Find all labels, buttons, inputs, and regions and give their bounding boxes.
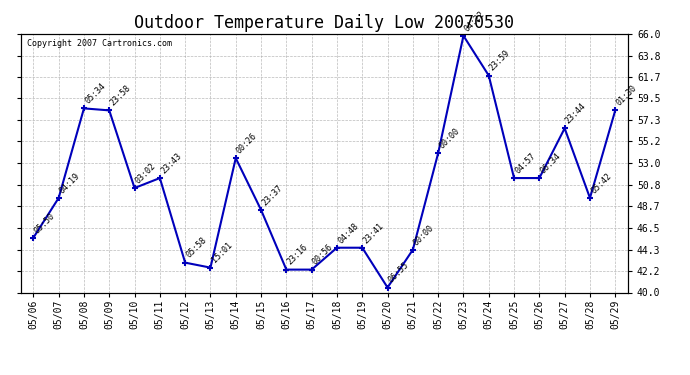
Text: 00:26: 00:26 (235, 131, 259, 155)
Text: 05:34: 05:34 (83, 82, 107, 106)
Text: 04:19: 04:19 (58, 171, 82, 195)
Text: 00:56: 00:56 (310, 243, 335, 267)
Text: 04:57: 04:57 (513, 151, 538, 175)
Text: 03:02: 03:02 (134, 161, 158, 185)
Text: Copyright 2007 Cartronics.com: Copyright 2007 Cartronics.com (27, 39, 172, 48)
Text: 06:34: 06:34 (538, 151, 562, 175)
Text: 15:01: 15:01 (210, 241, 234, 265)
Text: 00:00: 00:00 (437, 126, 462, 150)
Text: 23:58: 23:58 (108, 84, 132, 108)
Text: 05:42: 05:42 (589, 171, 613, 195)
Text: 04:22: 04:22 (462, 9, 486, 33)
Title: Outdoor Temperature Daily Low 20070530: Outdoor Temperature Daily Low 20070530 (135, 14, 514, 32)
Text: 23:16: 23:16 (286, 243, 310, 267)
Text: 05:58: 05:58 (184, 236, 208, 260)
Text: 23:43: 23:43 (159, 151, 183, 175)
Text: 23:59: 23:59 (488, 49, 512, 73)
Text: 04:48: 04:48 (336, 221, 360, 245)
Text: 00:00: 00:00 (412, 223, 436, 247)
Text: 05:50: 05:50 (32, 211, 57, 235)
Text: 23:41: 23:41 (362, 221, 386, 245)
Text: 23:44: 23:44 (564, 102, 588, 126)
Text: 01:30: 01:30 (614, 84, 638, 108)
Text: 06:55: 06:55 (386, 261, 411, 285)
Text: 23:37: 23:37 (260, 183, 284, 207)
